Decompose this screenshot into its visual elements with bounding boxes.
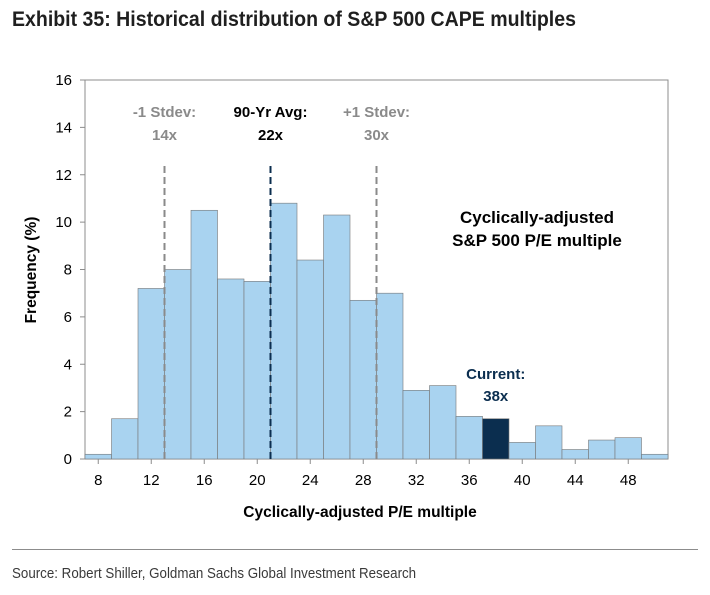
bar [588,439,616,460]
bar [455,416,483,460]
reference-line-label: 14x [152,127,178,144]
y-tick-label: 10 [55,214,72,231]
y-tick-label: 14 [55,119,72,136]
y-tick-label: 2 [64,404,72,421]
bar-current [482,418,510,460]
reference-line-label: -1 Stdev: [133,104,196,121]
chart-title-line-2: S&P 500 P/E multiple [452,231,622,250]
reference-line-label: +1 Stdev: [343,104,410,121]
x-tick-label: 8 [94,472,102,489]
bar [164,269,192,460]
bar [561,449,589,460]
exhibit-title: Exhibit 35: Historical distribution of S… [12,8,576,31]
chart-title-line-1: Cyclically-adjusted [460,208,614,227]
y-tick-label: 0 [64,451,72,468]
bar [349,299,377,460]
bar [429,385,457,460]
reference-line-label: 30x [364,127,390,144]
bar [84,453,112,460]
source-note: Source: Robert Shiller, Goldman Sachs Gl… [12,566,417,582]
bar [508,442,536,460]
x-axis-label: Cyclically-adjusted P/E multiple [243,504,477,521]
x-tick-label: 28 [355,472,372,489]
bar [535,425,563,460]
bar [111,418,139,460]
x-tick-label: 44 [567,472,584,489]
bar [190,209,218,460]
bar [641,453,669,460]
y-tick-label: 6 [64,309,72,326]
cape-histogram-chart: -1 Stdev: 14x 90-Yr Avg: 22x +1 Stdev: 30x 0 2… [23,72,669,521]
footer-divider [12,549,698,550]
current-annotation: Current: [466,366,525,383]
x-tick-label: 36 [461,472,478,489]
bar [217,278,245,460]
bar [270,202,298,460]
reference-line-label: 22x [258,127,284,144]
bar [137,288,165,460]
y-tick-label: 4 [64,356,72,373]
bar [376,292,404,460]
x-tick-label: 48 [620,472,637,489]
y-tick-label: 12 [55,167,72,184]
bar [296,259,324,460]
bar [243,281,271,460]
x-tick-label: 12 [143,472,160,489]
reference-line-label: 90-Yr Avg: [234,104,308,121]
y-axis-label: Frequency (%) [23,217,40,324]
x-tick-label: 24 [302,472,319,489]
x-tick-label: 16 [196,472,213,489]
x-tick-label: 20 [249,472,266,489]
x-tick-label: 32 [408,472,425,489]
bar [323,214,351,460]
bar [402,390,430,460]
bar [614,437,642,460]
y-tick-label: 16 [55,72,72,89]
x-tick-label: 40 [514,472,531,489]
y-tick-label: 8 [64,262,72,279]
current-annotation: 38x [483,388,509,405]
